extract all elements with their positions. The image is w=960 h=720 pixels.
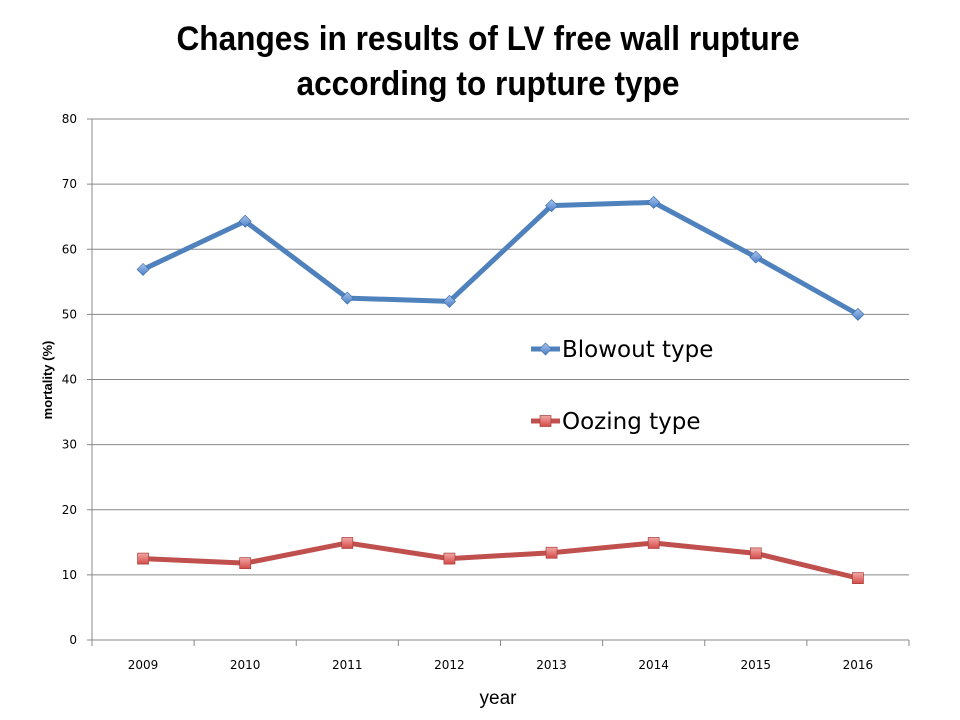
x-axis-ticks: 2009 2010 2011 2012 2013 2014 2015 2016 <box>91 640 910 672</box>
x-axis-label: year <box>480 688 518 709</box>
data-point-diamond <box>749 250 763 264</box>
series-line <box>141 199 860 317</box>
series-oozing-type <box>137 537 864 584</box>
y-axis-ticks: 0 10 20 30 40 50 60 70 80 <box>62 112 92 647</box>
y-tick-label: 60 <box>62 242 77 256</box>
chart-title-line-2: according to rupture type <box>297 64 680 102</box>
data-point-diamond <box>136 262 150 276</box>
x-tick-label: 2009 <box>128 658 159 672</box>
series-layer <box>136 195 865 584</box>
data-point-diamond <box>238 214 252 228</box>
data-point-diamond <box>442 294 456 308</box>
y-axis-label: mortality (%) <box>40 341 55 420</box>
x-tick-label: 2015 <box>741 658 772 672</box>
legend-label: Oozing type <box>562 409 701 435</box>
series-line <box>142 540 859 581</box>
legend-label: Blowout type <box>562 337 713 363</box>
y-tick-label: 40 <box>62 373 77 387</box>
data-point-square <box>647 537 660 549</box>
data-point-diamond <box>851 307 865 321</box>
x-tick-label: 2013 <box>536 658 567 672</box>
x-tick-label: 2010 <box>230 658 261 672</box>
data-point-diamond <box>340 291 354 305</box>
data-point-square <box>137 552 149 565</box>
series-blowout-type <box>136 195 865 321</box>
x-tick-label: 2012 <box>434 658 465 672</box>
x-tick-label: 2014 <box>638 658 669 672</box>
y-tick-label: 50 <box>62 307 77 321</box>
legend-square-icon <box>539 415 552 427</box>
data-point-square <box>239 557 252 570</box>
y-tick-label: 30 <box>62 438 77 452</box>
y-tick-label: 0 <box>69 633 77 647</box>
legend-item: Oozing type <box>531 409 701 435</box>
y-tick-label: 20 <box>62 503 77 517</box>
y-tick-label: 10 <box>62 568 77 582</box>
data-point-square <box>852 572 864 584</box>
chart-title-line-1: Changes in results of LV free wall ruptu… <box>176 19 799 57</box>
x-tick-label: 2011 <box>332 658 363 672</box>
data-point-square <box>341 537 354 549</box>
legend: Blowout type Oozing type <box>531 337 713 435</box>
gridlines <box>92 118 909 576</box>
data-point-square <box>545 546 558 559</box>
legend-item: Blowout type <box>531 337 713 363</box>
data-point-square <box>443 552 456 565</box>
legend-diamond-icon <box>539 342 552 356</box>
data-point-diamond <box>647 195 661 209</box>
x-tick-label: 2016 <box>843 658 874 672</box>
data-point-square <box>749 547 762 560</box>
y-tick-label: 80 <box>62 112 77 126</box>
data-point-diamond <box>545 199 559 213</box>
y-tick-label: 70 <box>62 177 77 191</box>
